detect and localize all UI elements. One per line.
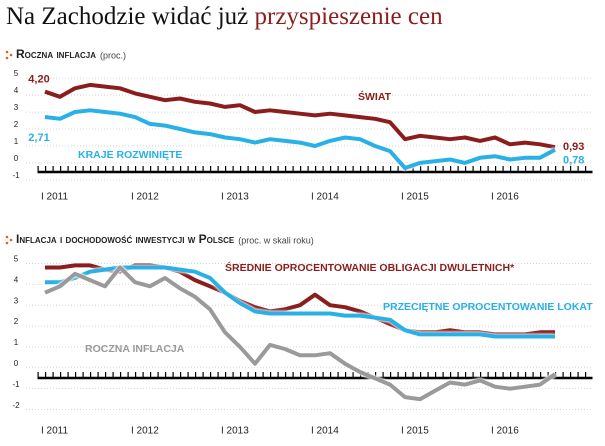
- x-tick-label: I 2014: [311, 426, 339, 437]
- y-tick-label: 4: [14, 275, 19, 284]
- y-tick-label: 4: [14, 86, 19, 95]
- x-tick-label: I 2015: [401, 192, 429, 203]
- x-tick-label: I 2013: [221, 426, 249, 437]
- series-line: [44, 265, 557, 402]
- y-tick-label: -1: [12, 171, 20, 180]
- x-tick-label: I 2012: [131, 426, 159, 437]
- y-tick-label: 1: [14, 137, 19, 146]
- x-tick-label: I 2012: [131, 192, 159, 203]
- y-tick-label: 3: [14, 103, 19, 112]
- series-label: ROCZNA INFLACJA: [85, 343, 185, 355]
- series-label: ŚREDNIE OPROCENTOWANIE OBLIGACJI DWULETN…: [225, 261, 515, 274]
- page-title: Na Zachodzie widać już przyspieszenie ce…: [6, 3, 443, 30]
- y-tick-label: 3: [14, 296, 19, 305]
- y-tick-label: 2: [14, 317, 19, 326]
- y-tick-label: 0: [14, 154, 19, 163]
- value-label: 0,93: [563, 141, 584, 153]
- y-tick-label: 1: [14, 338, 19, 347]
- x-tick-label: I 2016: [491, 426, 519, 437]
- value-label: 2,71: [28, 132, 49, 144]
- panel-subtitle: (proc. w skali roku): [238, 235, 314, 245]
- y-tick-label: 2: [14, 120, 19, 129]
- series-label: KRAJE ROZWINIĘTE: [78, 149, 182, 161]
- x-tick-label: I 2015: [401, 426, 429, 437]
- series-line: [45, 265, 555, 339]
- series-line: [44, 108, 556, 170]
- y-tick-label: 0: [14, 359, 19, 368]
- panel-title: Roczna inflacja: [16, 47, 96, 61]
- value-label: 4,20: [28, 74, 49, 86]
- title-highlight: przyspieszenie cen: [255, 3, 444, 30]
- bullet-icon: [5, 235, 13, 245]
- value-label: 0,78: [563, 155, 584, 167]
- x-tick-label: I 2016: [491, 192, 519, 203]
- x-tick-label: I 2011: [41, 426, 68, 437]
- x-tick-label: I 2014: [311, 192, 339, 203]
- series-line: [44, 82, 556, 150]
- y-tick-label: 5: [14, 254, 19, 263]
- x-tick-label: I 2013: [221, 192, 249, 203]
- series-label: PRZECIĘTNE OPROCENTOWANIE LOKAT: [383, 301, 593, 313]
- x-tick-label: I 2011: [41, 192, 68, 203]
- title-lead: Na Zachodzie widać już: [6, 3, 248, 30]
- y-tick-label: -2: [12, 401, 20, 410]
- panel-subtitle: (proc.): [100, 50, 126, 60]
- y-tick-label: 5: [14, 69, 19, 78]
- series-label: ŚWIAT: [358, 90, 392, 103]
- bullet-icon: [5, 50, 13, 60]
- panel-title: Inflacja i dochodowość inwestycji w Pols…: [16, 232, 235, 246]
- y-tick-label: -1: [12, 380, 20, 389]
